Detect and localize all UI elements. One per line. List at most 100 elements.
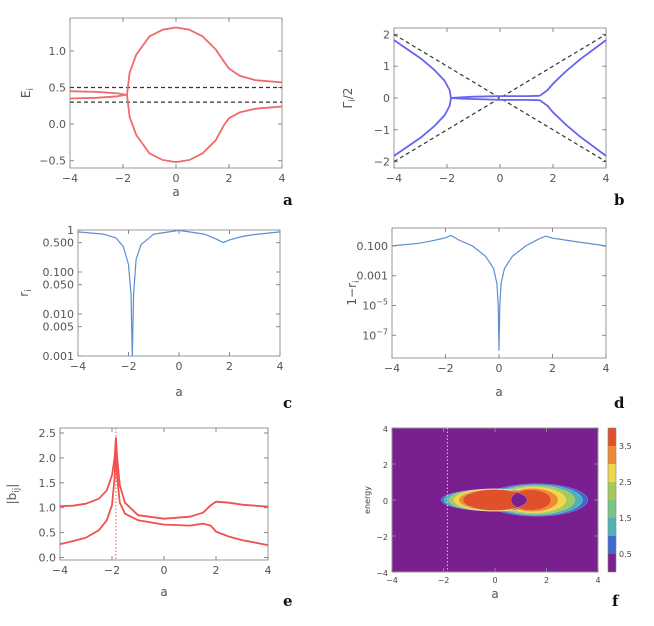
x-tick-label: 2 (213, 564, 220, 577)
panel-label: d (614, 394, 625, 412)
x-axis-label: a (175, 385, 182, 399)
y-tick-label: 10−7 (362, 327, 388, 342)
panel-label: e (283, 592, 293, 610)
y-tick-label: 10−5 (362, 298, 388, 313)
plot-frame (77, 229, 281, 357)
series-line-0 (393, 39, 452, 99)
y-tick-label: 0.005 (43, 321, 75, 334)
x-tick-label: 0 (173, 172, 180, 185)
x-tick-label: 0 (176, 360, 183, 373)
chart-panel-e: −4 −2 0 2 4 0.0 0.5 1.0 1.5 2.0 2.5 a |bij| e (5, 427, 293, 610)
colorbar-tick-label: 3.5 (619, 442, 632, 451)
y-tick-label: 0 (383, 92, 390, 105)
x-tick-label: 0 (496, 362, 503, 375)
x-tick-label: −4 (70, 360, 86, 373)
x-tick-label: 4 (277, 360, 284, 373)
series-line-1 (69, 93, 127, 100)
series-line-3 (450, 97, 540, 102)
y-tick-label: 0.5 (49, 82, 67, 95)
x-tick-label: −2 (437, 362, 453, 375)
y-tick-label: 2 (383, 28, 390, 41)
y-tick-label: 1.0 (39, 502, 57, 515)
y-tick-label: 0.500 (43, 237, 75, 250)
colorbar-segment (608, 446, 616, 464)
x-axis-label: a (160, 585, 167, 599)
colorbar-segment (608, 428, 616, 446)
y-tick-label: 0.5 (39, 527, 57, 540)
colorbar: 0.5 1.5 2.5 3.5 (607, 427, 632, 573)
x-tick-label: 2 (226, 360, 233, 373)
x-tick-label: −4 (386, 172, 402, 185)
x-axis-label: a (172, 185, 179, 199)
colorbar-segment (608, 518, 616, 536)
colorbar-tick-label: 1.5 (619, 514, 632, 523)
panel-label: b (614, 191, 625, 209)
y-tick-label: 1 (67, 224, 74, 237)
y-tick-label: −1 (374, 124, 390, 137)
plot-frame (59, 427, 269, 561)
x-tick-label: −2 (120, 360, 136, 373)
x-tick-label: 0 (492, 576, 497, 585)
y-tick-label: −2 (376, 533, 388, 542)
x-tick-label: 0 (497, 172, 504, 185)
x-tick-label: 2 (550, 172, 557, 185)
heatmap-contours (440, 483, 588, 517)
series-line-4 (539, 39, 607, 97)
colorbar-segment (608, 464, 616, 482)
colorbar-tick-label: 2.5 (619, 478, 632, 487)
y-tick-label: 0 (383, 497, 388, 506)
y-axis-label: Ei (19, 88, 36, 98)
x-tick-label: 4 (265, 564, 272, 577)
series-line-0 (69, 90, 127, 96)
series-line-5 (539, 99, 607, 157)
x-tick-label: 0 (161, 564, 168, 577)
contour-level-5 (462, 489, 552, 511)
y-axis-label: ri (17, 289, 34, 296)
x-tick-label: 4 (603, 362, 610, 375)
y-axis-label: Γi/2 (341, 88, 358, 109)
y-axis-label: |bij| (5, 484, 22, 505)
y-tick-label: 0.001 (357, 270, 389, 283)
x-tick-label: −2 (104, 564, 120, 577)
y-tick-label: 0.0 (49, 118, 67, 131)
colorbar-segment (608, 554, 616, 572)
y-axis-label: energy (363, 486, 372, 514)
y-tick-label: 0.100 (43, 266, 75, 279)
x-tick-label: −2 (438, 576, 450, 585)
y-tick-label: −4 (376, 569, 388, 578)
x-tick-label: 4 (279, 172, 286, 185)
y-tick-label: 0.010 (43, 308, 75, 321)
y-tick-label: 1.5 (39, 477, 57, 490)
y-tick-label: 4 (383, 425, 388, 434)
series-line-3 (126, 94, 283, 164)
panel-label: f (612, 592, 620, 610)
x-tick-label: 2 (226, 172, 233, 185)
y-tick-label: −0.5 (39, 155, 66, 168)
colorbar-tick-label: 0.5 (619, 550, 632, 559)
chart-panel-d: −4 −2 0 2 4 10−7 10−5 0.001 0.100 a 1−ri d (345, 227, 625, 412)
y-tick-label: 0.100 (357, 240, 389, 253)
reference-line (393, 33, 607, 163)
series-line-0 (391, 234, 607, 351)
y-axis-label: 1−ri (345, 280, 362, 305)
colorbar-segment (608, 500, 616, 518)
colorbar-segment (608, 536, 616, 554)
chart-panel-f: 0.5 1.5 2.5 3.5 −4 −2 0 2 4 −4 −2 0 2 4 a energy f (363, 425, 632, 610)
x-tick-label: −2 (439, 172, 455, 185)
y-tick-label: 0.001 (43, 350, 75, 363)
series-line-2 (450, 94, 540, 99)
panel-label: c (283, 394, 292, 412)
x-tick-label: −2 (115, 172, 131, 185)
chart-panel-b: −4 −2 0 2 4 −2 −1 0 1 2 Γi/2 b (341, 27, 625, 209)
x-axis-label: a (491, 587, 498, 601)
y-tick-label: 1.0 (49, 45, 67, 58)
x-tick-label: 2 (549, 362, 556, 375)
y-tick-label: 1 (383, 60, 390, 73)
x-tick-label: 4 (595, 576, 600, 585)
y-tick-label: 2.0 (39, 452, 57, 465)
x-tick-label: −4 (52, 564, 68, 577)
y-tick-label: 0.050 (43, 279, 75, 292)
series-line-0 (77, 229, 281, 357)
